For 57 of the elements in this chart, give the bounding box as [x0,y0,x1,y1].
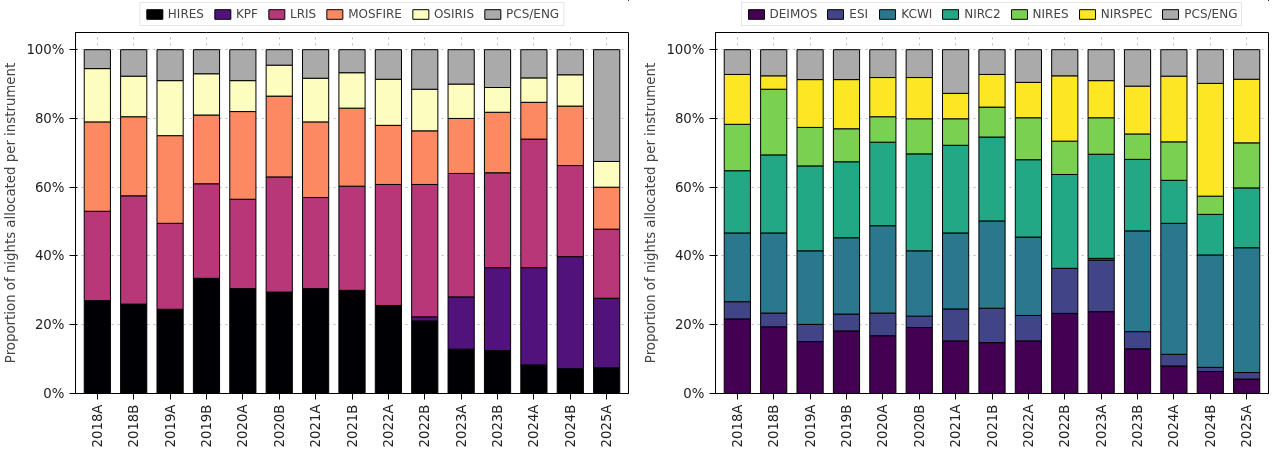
x-tick-label: 2021B [344,404,360,448]
x-tick-label: 2024B [562,404,578,448]
x-tick-label: 2019A [802,404,818,448]
x-tick-label: 2019A [162,404,178,448]
legend-label: PCS/ENG [506,7,560,21]
x-tick-label: 2019B [198,404,214,448]
x-tick-label: 2021A [948,404,964,448]
x-tick-label: 2021A [308,404,324,448]
x-tick-label: 2018B [766,404,782,448]
x-tick-label: 2022A [380,404,396,448]
legend-label: KPF [235,7,258,21]
legend-label: NIRES [1032,7,1069,21]
x-tick-label: 2018B [126,404,142,448]
y-tick-label: 40% [674,248,705,264]
y-tick-label: 80% [674,110,705,126]
y-axis-title: Proportion of nights allocated per instrument [643,62,659,364]
x-tick-label: 2025A [599,404,615,448]
y-tick-label: 20% [674,317,705,333]
legend-label: KCWI [901,7,933,21]
y-tick-label: 0% [43,386,65,401]
legend-label: DEIMOS [769,7,818,21]
x-tick-label: 2019B [838,404,854,448]
x-tick-label: 2023B [490,404,506,448]
x-tick-label: 2022B [1057,404,1073,448]
y-tick-label: 80% [34,110,65,126]
x-tick-label: 2018A [729,404,745,448]
x-tick-label: 2023B [1130,404,1146,448]
y-tick-label: 0% [683,386,705,401]
x-tick-label: 2024A [1166,404,1182,448]
legend-label: OSIRIS [433,7,475,21]
x-tick-label: 2018A [89,404,105,448]
x-tick-label: 2020A [235,404,251,448]
x-tick-label: 2024A [526,404,542,448]
x-tick-label: 2022B [417,404,433,448]
x-tick-label: 2020A [875,404,891,448]
y-tick-label: 100% [26,42,65,58]
x-tick-label: 2023A [1093,404,1109,448]
legend-label: HIRES [167,7,204,21]
y-axis-title: Proportion of nights allocated per instrument [3,62,19,364]
legend-label: NIRC2 [964,7,1001,21]
x-tick-label: 2022A [1020,404,1036,448]
x-tick-label: 2025A [1239,404,1255,448]
legend-label: NIRSPEC [1100,7,1153,21]
x-tick-label: 2024B [1202,404,1218,448]
y-tick-label: 100% [666,42,705,58]
x-tick-label: 2020B [271,404,287,448]
legend-label: MOSFIRE [348,7,402,21]
legend-label: PCS/ENG [1184,7,1238,21]
y-tick-label: 60% [34,179,65,195]
legend-label: ESI [849,7,870,21]
legend-label: LRIS [289,7,317,21]
x-tick-label: 2023A [453,404,469,448]
y-tick-label: 20% [34,317,65,333]
y-tick-label: 40% [34,248,65,264]
x-tick-label: 2021B [984,404,1000,448]
x-tick-label: 2020B [911,404,927,448]
y-tick-label: 60% [674,179,705,195]
